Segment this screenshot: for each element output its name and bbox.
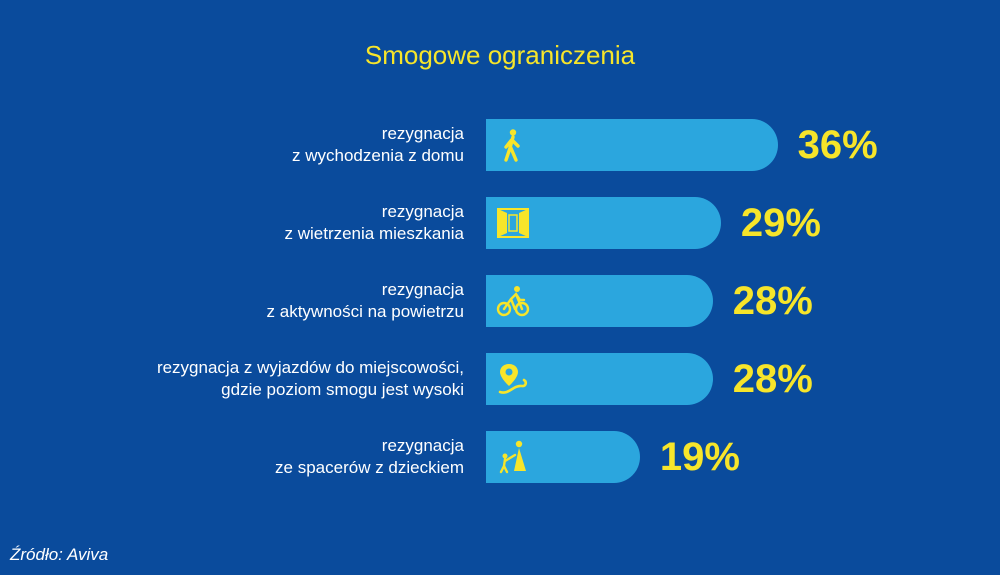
category-label: rezygnacja z wychodzenia z domu (292, 119, 464, 171)
walking-person-icon (504, 129, 520, 162)
value-label: 19% (659, 435, 740, 479)
category-label: rezygnacja z wietrzenia mieszkania (284, 197, 464, 249)
category-label-line: rezygnacja (381, 436, 464, 455)
cyclist-icon (496, 286, 530, 317)
bar-row: rezygnacja z aktywności na powietrzu 28% (0, 275, 1000, 327)
open-window-icon (497, 208, 529, 238)
category-label-line: z wietrzenia mieszkania (284, 224, 464, 243)
bar-row: rezygnacja z wyjazdów do miejscowości, gd… (0, 353, 1000, 405)
category-label: rezygnacja z aktywności na powietrzu (267, 275, 464, 327)
category-label: rezygnacja ze spacerów z dzieckiem (275, 431, 464, 483)
category-label-line: rezygnacja (381, 124, 464, 143)
chart-title: Smogowe ograniczenia (364, 40, 636, 70)
category-label-line: gdzie poziom smogu jest wysoki (221, 380, 464, 399)
category-label: rezygnacja z wyjazdów do miejscowości, gd… (157, 353, 464, 405)
source-note: Źródło: Aviva (10, 545, 109, 564)
value-label: 28% (732, 357, 813, 401)
map-location-icon (498, 364, 528, 394)
value-label: 28% (732, 279, 813, 323)
bar (486, 119, 778, 171)
category-label-line: z wychodzenia z domu (292, 146, 464, 165)
category-label-line: rezygnacja (381, 202, 464, 221)
value-label: 36% (797, 123, 878, 167)
value-label: 29% (740, 201, 821, 245)
parent-with-child-icon (499, 440, 526, 474)
category-label-line: z aktywności na powietrzu (266, 302, 464, 321)
category-label-line: rezygnacja (381, 280, 464, 299)
bar-row: rezygnacja z wychodzenia z domu 36% (0, 119, 1000, 171)
bar-row: rezygnacja ze spacerów z dzieckiem 19% (0, 431, 1000, 483)
category-label-line: ze spacerów z dzieckiem (275, 458, 464, 477)
bar-row: rezygnacja z wietrzenia mieszkania 29% (0, 197, 1000, 249)
category-label-line: rezygnacja z wyjazdów do miejscowości, (156, 358, 464, 377)
